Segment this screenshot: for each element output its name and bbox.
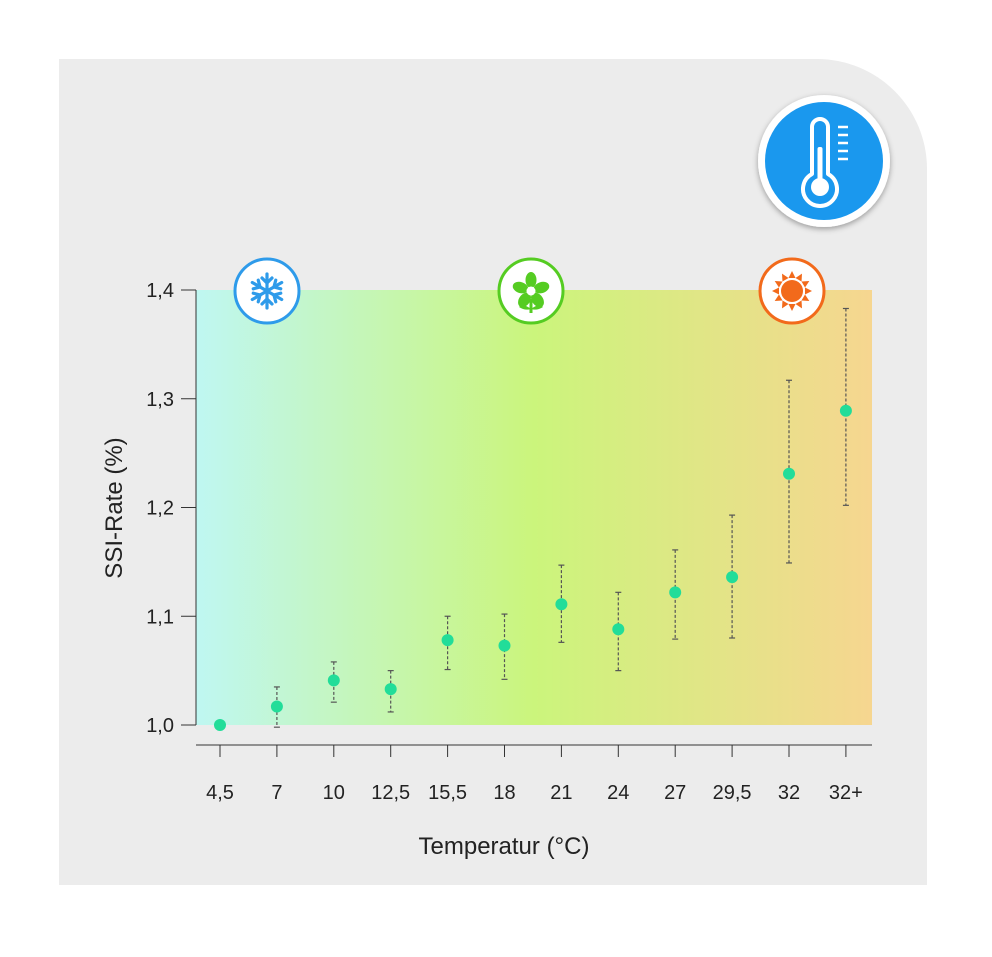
data-point — [612, 623, 625, 636]
x-tick-label: 27 — [664, 782, 686, 804]
y-tick-label: 1,2 — [146, 498, 174, 520]
data-point — [214, 719, 226, 731]
snowflake-icon — [233, 257, 301, 325]
data-point — [327, 674, 340, 687]
data-point — [555, 598, 568, 611]
x-tick-label: 24 — [607, 782, 629, 804]
data-point — [726, 571, 739, 584]
y-tick-label: 1,3 — [146, 389, 174, 411]
x-tick-label: 18 — [493, 782, 515, 804]
x-tick-label: 32+ — [829, 782, 863, 804]
x-tick-label: 7 — [271, 782, 282, 804]
x-tick-label: 29,5 — [713, 782, 752, 804]
error-bar — [842, 307, 849, 506]
x-axis: 4,5 7 10 12,5 15,5 18 21 24 27 29,5 32 32+ — [196, 744, 872, 804]
sun-icon — [758, 257, 826, 325]
data-point — [498, 639, 511, 652]
x-tick-label: 10 — [323, 782, 345, 804]
data-point — [441, 634, 454, 647]
x-tick-label: 15,5 — [428, 782, 467, 804]
data-point — [839, 404, 852, 417]
thermometer-icon — [758, 95, 890, 227]
x-tick-label: 32 — [778, 782, 800, 804]
data-point — [669, 586, 682, 599]
plot-background — [196, 290, 872, 725]
data-points — [214, 404, 852, 731]
y-tick-label: 1,1 — [146, 606, 174, 628]
x-tick-label: 4,5 — [206, 782, 234, 804]
y-axis-title: SSI-Rate (%) — [101, 437, 128, 578]
x-tick-label: 12,5 — [371, 782, 410, 804]
data-point — [384, 683, 397, 696]
y-axis: 1,0 1,1 1,2 1,3 1,4 — [146, 280, 197, 737]
error-bar — [558, 564, 565, 643]
error-bar — [672, 549, 679, 640]
flower-icon — [497, 257, 565, 325]
x-tick-label: 21 — [550, 782, 572, 804]
y-tick-label: 1,0 — [146, 715, 174, 737]
error-bar — [615, 591, 622, 672]
data-point — [783, 467, 795, 480]
y-tick-label: 1,4 — [146, 280, 174, 302]
data-point — [270, 700, 283, 713]
x-axis-title: Temperatur (°C) — [419, 833, 590, 860]
